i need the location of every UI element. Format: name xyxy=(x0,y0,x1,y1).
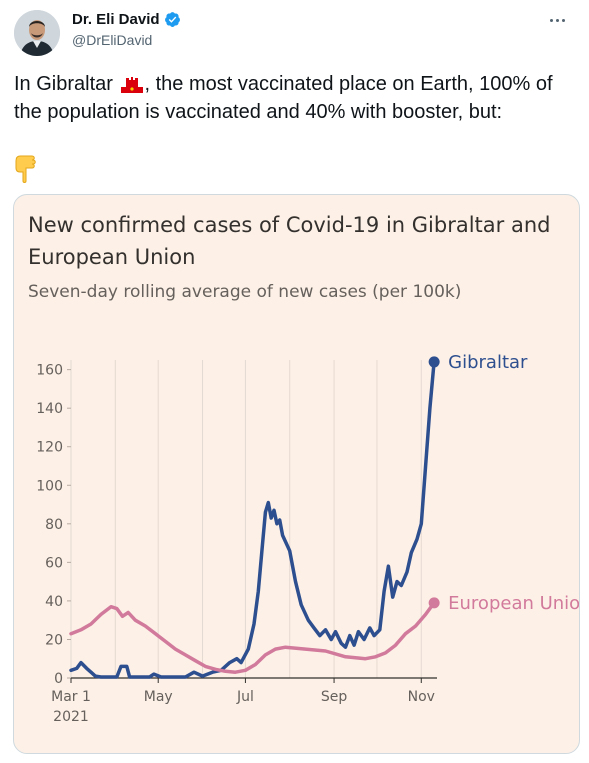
x-tick-label: Jul xyxy=(236,689,254,705)
author-handle[interactable]: @DrEliDavid xyxy=(72,32,153,48)
y-tick-label: 60 xyxy=(45,555,63,571)
eu-series-line xyxy=(69,601,436,674)
x-tick-label: Nov xyxy=(408,689,435,705)
y-tick-label: 140 xyxy=(36,401,63,417)
avatar-image xyxy=(14,10,60,56)
y-tick-label: 40 xyxy=(45,594,63,610)
tweet-text-part-1: In Gibraltar xyxy=(14,73,113,95)
x-tick-label: Sep xyxy=(321,689,348,705)
x-tick-sublabel: 2021 xyxy=(53,709,89,725)
gibraltar-series-line xyxy=(69,360,436,679)
gibraltar-series-end-dot xyxy=(428,356,440,368)
y-tick-label: 160 xyxy=(36,363,63,379)
y-tick-label: 0 xyxy=(54,671,63,687)
eu-series-label: European Union xyxy=(448,593,579,614)
gibraltar-flag-emoji xyxy=(120,75,143,93)
verified-badge-icon xyxy=(164,12,180,27)
more-options-icon[interactable] xyxy=(543,10,571,30)
display-name[interactable]: Dr. Eli David xyxy=(72,11,160,28)
chart-title: New confirmed cases of Covid-19 in Gibra… xyxy=(28,213,551,269)
x-tick-label: Mar 1 xyxy=(51,689,91,705)
y-tick-label: 100 xyxy=(36,478,63,494)
y-tick-label: 120 xyxy=(36,440,63,456)
tweet-header: Dr. Eli David @DrEliDavid xyxy=(14,8,577,56)
y-tick-label: 20 xyxy=(45,632,63,648)
y-tick-label: 80 xyxy=(45,517,63,533)
pointing-down-emoji xyxy=(15,155,36,183)
author-block: Dr. Eli David @DrEliDavid xyxy=(72,10,181,50)
x-tick-label: May xyxy=(144,689,173,705)
tweet-text: In Gibraltar , the most vaccinated place… xyxy=(14,70,574,126)
display-name-row[interactable]: Dr. Eli David xyxy=(72,10,181,29)
gibraltar-series-label: Gibraltar xyxy=(448,352,528,373)
chart-subtitle: Seven-day rolling average of new cases (… xyxy=(28,282,462,302)
avatar[interactable] xyxy=(14,10,60,56)
tweet-text-part-2: , the most vaccinated place on Earth, 10… xyxy=(14,73,553,123)
eu-series-end-dot xyxy=(428,597,440,609)
chart-card[interactable]: New confirmed cases of Covid-19 in Gibra… xyxy=(13,194,580,754)
line-chart: 0 20 40 60 80 100 120 140 160 Mar 1 2021 May Jul Sep N… xyxy=(36,352,579,725)
